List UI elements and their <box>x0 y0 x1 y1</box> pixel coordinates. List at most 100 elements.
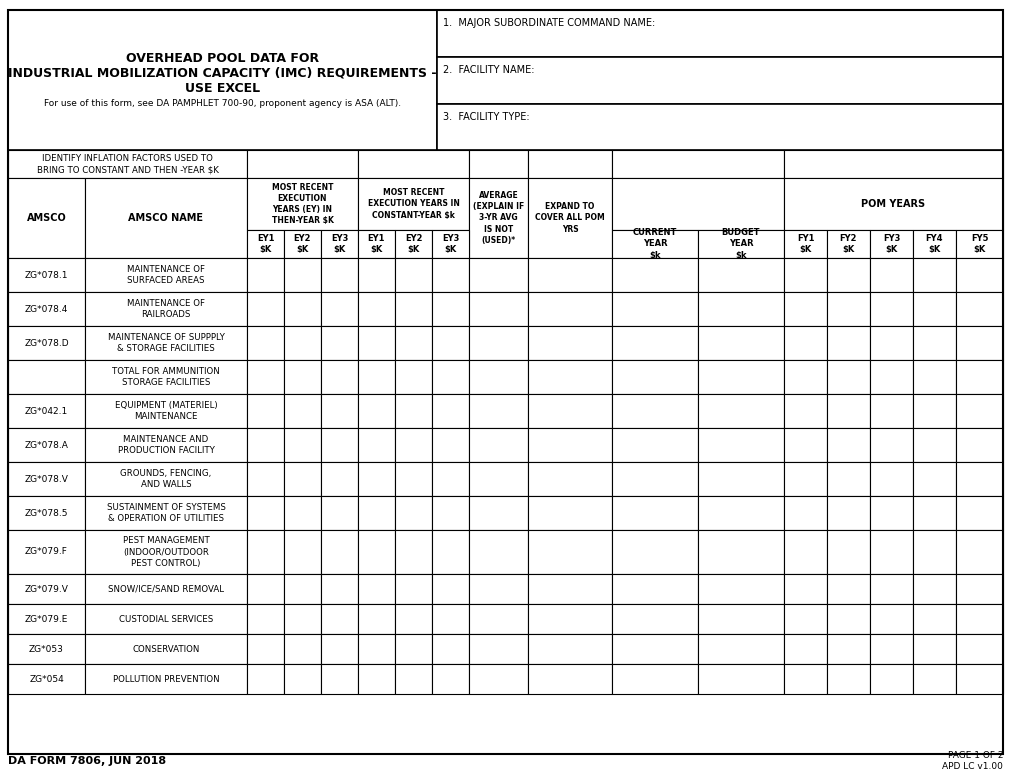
Bar <box>784 178 1003 230</box>
Bar <box>321 258 358 292</box>
Bar <box>528 428 612 462</box>
Bar <box>284 258 321 292</box>
Bar <box>321 230 358 258</box>
Text: EY2
$K: EY2 $K <box>404 234 423 254</box>
Bar <box>247 634 284 664</box>
Bar <box>432 258 469 292</box>
Bar <box>8 664 85 694</box>
Text: BUDGET
YEAR
$k: BUDGET YEAR $k <box>722 229 760 259</box>
Bar <box>8 530 85 574</box>
Bar <box>956 326 1003 360</box>
Bar <box>8 10 437 150</box>
Bar <box>469 428 528 462</box>
Text: MAINTENANCE AND
PRODUCTION FACILITY: MAINTENANCE AND PRODUCTION FACILITY <box>117 435 214 455</box>
Bar <box>870 292 913 326</box>
Bar <box>321 428 358 462</box>
Bar <box>827 360 870 394</box>
Bar <box>432 326 469 360</box>
Bar <box>85 360 247 394</box>
Bar <box>784 428 827 462</box>
Bar <box>395 326 432 360</box>
Bar <box>8 462 85 496</box>
Bar <box>8 258 85 292</box>
Bar <box>612 496 698 530</box>
Text: DA FORM 7806, JUN 2018: DA FORM 7806, JUN 2018 <box>8 756 166 766</box>
Bar <box>321 574 358 604</box>
Bar <box>784 292 827 326</box>
Bar <box>913 496 956 530</box>
Bar <box>247 462 284 496</box>
Bar <box>437 10 1003 57</box>
Bar <box>85 258 247 292</box>
Bar <box>528 664 612 694</box>
Bar <box>85 462 247 496</box>
Text: ZG*079.F: ZG*079.F <box>25 547 68 557</box>
Bar <box>358 394 395 428</box>
Text: MOST RECENT
EXECUTION
YEARS (EY) IN
THEN-YEAR $K: MOST RECENT EXECUTION YEARS (EY) IN THEN… <box>272 183 334 225</box>
Bar <box>395 292 432 326</box>
Bar <box>469 634 528 664</box>
Bar <box>956 530 1003 574</box>
Bar <box>612 394 698 428</box>
Bar <box>528 634 612 664</box>
Bar <box>827 230 870 258</box>
Bar <box>698 634 784 664</box>
Bar <box>469 360 528 394</box>
Bar <box>698 530 784 574</box>
Bar <box>469 574 528 604</box>
Bar <box>395 530 432 574</box>
Bar <box>437 104 1003 150</box>
Bar <box>469 604 528 634</box>
Bar <box>528 462 612 496</box>
Bar <box>528 530 612 574</box>
Bar <box>827 530 870 574</box>
Bar <box>432 292 469 326</box>
Text: ZG*078.V: ZG*078.V <box>24 475 69 483</box>
Bar <box>8 150 247 178</box>
Bar <box>956 292 1003 326</box>
Bar <box>698 664 784 694</box>
Text: OVERHEAD POOL DATA FOR: OVERHEAD POOL DATA FOR <box>126 52 319 65</box>
Text: ZG*042.1: ZG*042.1 <box>25 407 68 415</box>
Bar <box>432 394 469 428</box>
Bar <box>956 462 1003 496</box>
Bar <box>358 258 395 292</box>
Bar <box>284 230 321 258</box>
Bar <box>469 292 528 326</box>
Bar <box>85 326 247 360</box>
Bar <box>8 428 85 462</box>
Bar <box>8 360 85 394</box>
Bar <box>956 394 1003 428</box>
Bar <box>870 462 913 496</box>
Bar <box>247 428 284 462</box>
Bar <box>827 604 870 634</box>
Text: 3.  FACILITY TYPE:: 3. FACILITY TYPE: <box>443 112 530 122</box>
Bar <box>284 326 321 360</box>
Bar <box>870 634 913 664</box>
Bar <box>358 360 395 394</box>
Bar <box>85 530 247 574</box>
Bar <box>358 462 395 496</box>
Bar <box>612 258 698 292</box>
Bar <box>612 604 698 634</box>
Bar <box>913 604 956 634</box>
Bar <box>85 634 247 664</box>
Text: EQUIPMENT (MATERIEL)
MAINTENANCE: EQUIPMENT (MATERIEL) MAINTENANCE <box>114 401 217 421</box>
Bar <box>913 360 956 394</box>
Text: IDENTIFY INFLATION FACTORS USED TO
BRING TO CONSTANT AND THEN -YEAR $K: IDENTIFY INFLATION FACTORS USED TO BRING… <box>36 154 218 174</box>
Bar <box>698 462 784 496</box>
Text: ZG*078.A: ZG*078.A <box>24 441 69 449</box>
Bar <box>284 604 321 634</box>
Text: EY3
$K: EY3 $K <box>442 234 459 254</box>
Bar <box>395 462 432 496</box>
Bar <box>395 230 432 258</box>
Bar <box>284 530 321 574</box>
Bar <box>8 178 85 258</box>
Text: INDUSTRIAL MOBILIZATION CAPACITY (IMC) REQUIREMENTS -: INDUSTRIAL MOBILIZATION CAPACITY (IMC) R… <box>8 66 437 80</box>
Text: PEST MANAGEMENT
(INDOOR/OUTDOOR
PEST CONTROL): PEST MANAGEMENT (INDOOR/OUTDOOR PEST CON… <box>122 537 209 567</box>
Text: FY3
$K: FY3 $K <box>883 234 900 254</box>
Bar <box>432 604 469 634</box>
Bar <box>698 326 784 360</box>
Bar <box>358 292 395 326</box>
Text: ZG*078.4: ZG*078.4 <box>25 304 68 313</box>
